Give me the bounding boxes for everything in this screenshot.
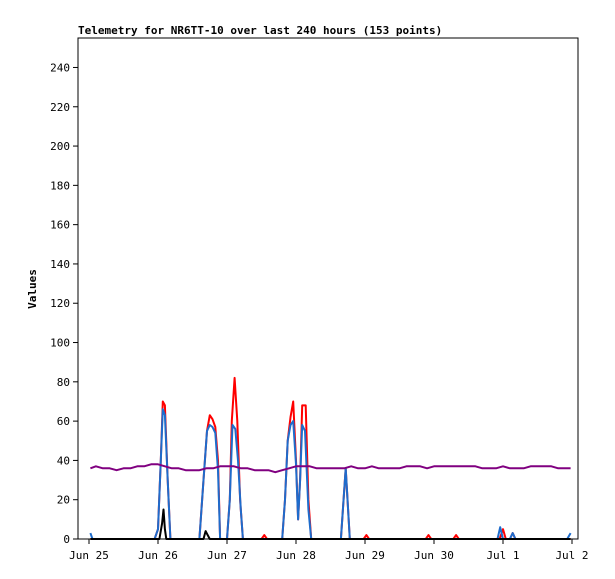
x-tick-label: Jun 28	[276, 549, 316, 562]
chart-title: Telemetry for NR6TT-10 over last 240 hou…	[78, 24, 442, 37]
y-tick-label: 120	[50, 297, 70, 310]
y-tick-label: 220	[50, 101, 70, 114]
y-axis: 0 20 40 60 80 100 120 140 160 180 200 220 240	[50, 61, 78, 546]
series-line-3	[90, 508, 571, 540]
y-tick-label: 240	[50, 61, 70, 74]
x-tick-label: Jul 1	[486, 549, 519, 562]
y-tick-label: 80	[57, 376, 70, 389]
x-tick-label: Jun 25	[69, 549, 109, 562]
y-tick-label: 20	[57, 494, 70, 507]
x-tick-label: Jul 2	[555, 549, 588, 562]
series-line-4	[90, 463, 571, 474]
y-axis-title: Values	[26, 269, 39, 309]
y-tick-label: 160	[50, 219, 70, 232]
x-axis: Jun 25 Jun 26 Jun 27 Jun 28 Jun 29 Jun 30 Jul …	[69, 539, 589, 562]
series-layer	[89, 376, 572, 540]
y-tick-label: 0	[63, 533, 70, 546]
x-tick-label: Jun 30	[414, 549, 454, 562]
y-tick-label: 60	[57, 415, 70, 428]
y-tick-label: 140	[50, 258, 70, 271]
plot-area	[77, 37, 579, 540]
y-tick-label: 40	[57, 454, 70, 467]
y-tick-label: 200	[50, 140, 70, 153]
x-tick-label: Jun 26	[138, 549, 178, 562]
y-tick-label: 100	[50, 337, 70, 350]
x-tick-label: Jun 27	[207, 549, 247, 562]
y-tick-label: 180	[50, 179, 70, 192]
x-tick-label: Jun 29	[345, 549, 385, 562]
